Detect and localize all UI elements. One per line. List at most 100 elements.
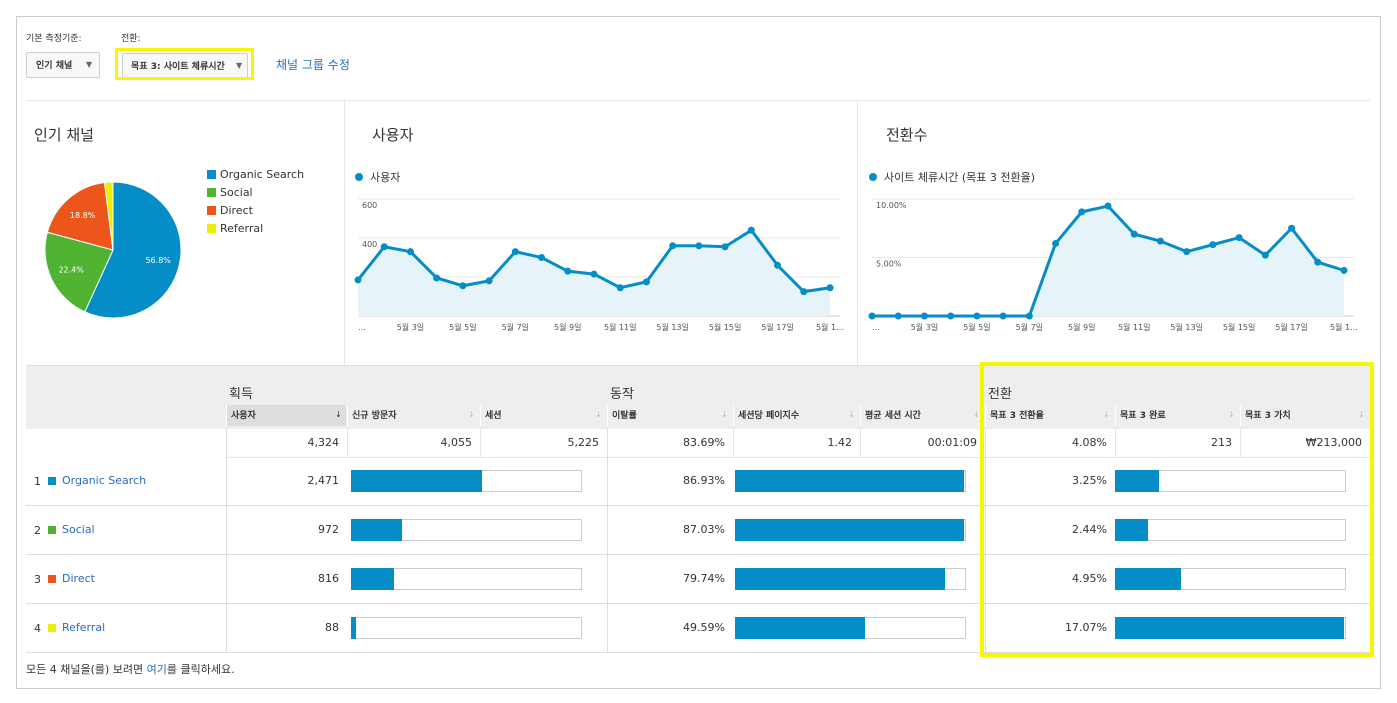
point [920,312,928,320]
legend-label: Social [220,186,253,199]
total-cell: 4,324 [226,428,348,458]
swatch [48,526,56,534]
channel-link[interactable]: Referral [62,621,106,634]
cell-value: 3.25% [1072,474,1107,487]
point [1104,202,1112,210]
swatch [48,624,56,632]
charts-area [26,100,1370,366]
x-tick-label: 5월 5일 [449,322,476,332]
x-tick-label: 5월 1… [816,322,844,332]
column-header[interactable]: 신규 방문자 [347,405,479,426]
sort-arrow: ↓ [468,410,475,419]
group-header: 획득 [229,387,253,402]
legend-swatch [207,170,216,179]
sort-arrow: ↓ [1103,410,1110,419]
row [26,506,1370,555]
channel-link[interactable]: Organic Search [62,474,147,487]
column-header[interactable]: 세션당 페이지수 [733,405,859,426]
pie-slice [44,231,114,313]
cell-value: 86.93% [683,474,725,487]
pie-slice [84,181,182,319]
highlight-box [980,362,1374,657]
point [433,274,441,282]
point [973,312,981,320]
sort-arrow: ↓ [721,410,728,419]
point [590,270,598,278]
x-tick-label: … [872,323,880,332]
conversion-dropdown[interactable]: 목표 3: 사이트 체류시간 [122,53,248,79]
column-header[interactable]: 세션 [480,405,606,426]
panel [16,16,1381,689]
edit-link[interactable]: 채널 그룹 수정 [276,58,350,72]
column-header[interactable]: 목표 3 전환율 [985,405,1114,426]
column-header[interactable]: 목표 3 완료 [1115,405,1239,426]
footer: 모든 4 채널을(를) 보려면 여기를 클릭하세요. [26,661,235,677]
sort-arrow: ↓ [848,410,855,419]
x-tick-label: 5월 3일 [397,322,424,332]
highlight-box [115,48,254,80]
y-tick-label: 400 [362,240,377,249]
point [511,248,519,256]
point [616,284,624,292]
slice-label: 56.8% [145,256,171,265]
channel-link[interactable]: Social [62,523,95,536]
point [642,278,650,286]
chart-title: 사용자 [372,126,414,144]
x-tick-label: 5월 3일 [911,322,938,332]
cell-value: 816 [318,572,339,585]
point [695,242,703,250]
sort-arrow: ↓ [335,410,342,419]
row [26,604,1370,653]
point [800,288,808,296]
point [1261,251,1269,259]
total-cell: 4,055 [347,428,481,458]
point [538,254,546,261]
bar [1115,519,1148,541]
bar [351,470,482,492]
legend-label: Referral [220,222,263,235]
row [26,555,1370,604]
point [459,282,467,290]
x-tick-label: … [358,323,366,332]
point [354,276,362,284]
legend-dot [355,173,363,181]
sort-arrow: ↓ [1358,410,1365,419]
point [1078,208,1086,216]
footer-text: 모든 4 채널을(를) 보려면 [26,663,147,676]
rank: 2 [34,524,41,537]
cell-value: 79.74% [683,572,725,585]
legend-swatch [207,224,216,233]
x-tick-label: 5월 1… [1330,322,1358,332]
channel-link[interactable]: Direct [62,572,95,585]
charts: 인기 채널 56.8% 22.4% 18.8% Organic Search Social… [34,126,1358,332]
swatch [48,477,56,485]
point [826,284,834,292]
sort-arrow: ↓ [595,410,602,419]
x-tick-label: 5월 15일 [709,322,742,332]
total-cell: 5,225 [480,428,608,458]
footer-link[interactable]: 여기 [146,663,167,676]
group-header: 동작 [610,387,634,402]
bar [735,617,866,639]
bar-track [351,617,582,639]
legend-label: Direct [220,204,254,217]
cell-value: 88 [325,621,339,634]
column-header[interactable]: 평균 세션 시간 [860,405,984,426]
x-tick-label: 5월 15일 [1223,322,1256,332]
column-header[interactable]: 목표 3 가치 [1240,405,1369,426]
point [564,267,572,275]
legend-label: 사용자 [370,171,400,184]
point [485,277,493,285]
chart-title: 인기 채널 [34,126,94,144]
area [358,230,830,316]
rank: 4 [34,622,41,635]
column-header[interactable]: 이탈률 [607,405,732,426]
primary-dropdown[interactable]: 인기 채널 [26,52,100,78]
column-header[interactable]: 사용자 [226,405,346,426]
point [380,243,388,251]
point [747,226,755,234]
slice-label: 22.4% [58,266,84,275]
y-tick-label: 600 [362,201,377,210]
x-tick-label: 5월 13일 [656,322,689,332]
